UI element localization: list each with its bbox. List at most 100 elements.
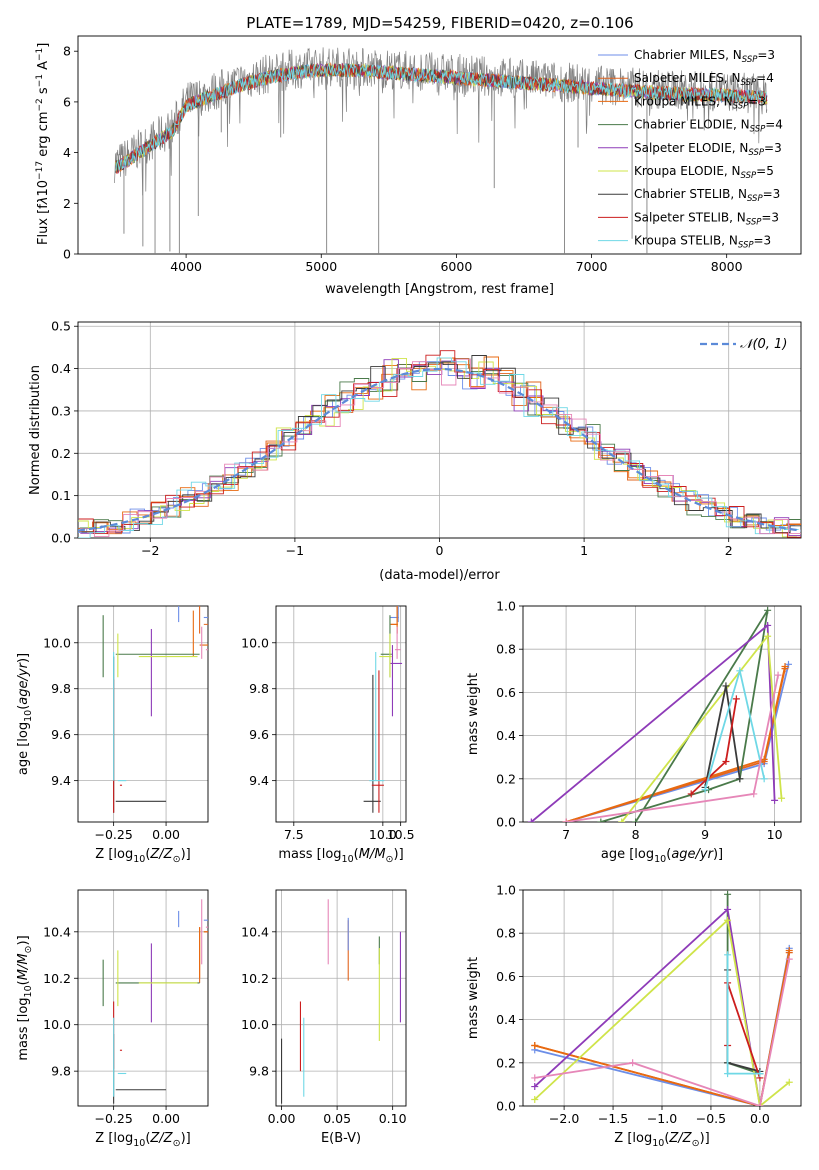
- legend-label: Chabrier STELIB, NSSP=3: [634, 187, 780, 204]
- weights_vs_Z-series: [531, 890, 793, 1106]
- histogram-chabrier-miles: [78, 361, 796, 534]
- x-tick-label: 0.00: [268, 1111, 296, 1126]
- x-tick-label: −1: [286, 543, 304, 558]
- weight-marker: [750, 790, 758, 798]
- y-tick-label: 10.2: [43, 971, 71, 986]
- axes-frame: [275, 889, 407, 1107]
- legend-label: Chabrier ELODIE, NSSP=4: [634, 118, 783, 135]
- y-tick-label: 0.4: [496, 728, 516, 743]
- axes-frame: [77, 889, 209, 1107]
- x-tick-label: 7: [562, 827, 570, 842]
- y-tick-label: 1.0: [496, 883, 516, 898]
- y-tick-label: 0: [63, 247, 71, 262]
- x-tick-label: 0.00: [152, 827, 180, 842]
- mass_vs_EBV-points: [281, 899, 401, 1104]
- y-tick-label: 10.0: [241, 1017, 269, 1032]
- x-tick-label: −0.25: [94, 1111, 132, 1126]
- age_vs_Z-points: [102, 606, 208, 813]
- x-tick-label: 8000: [711, 259, 743, 274]
- figure-title: PLATE=1789, MJD=54259, FIBERID=0420, z=0…: [246, 14, 633, 32]
- spectrum-ylabel: Flux [fλ10−17 erg cm−2 s−1 A−1]: [35, 43, 51, 245]
- axes-frame: [77, 35, 802, 255]
- mass_vs_EBV-xlabel: E(B-V): [321, 1131, 361, 1146]
- y-tick-label: 0.3: [51, 403, 71, 418]
- spectrum-lines: [114, 47, 768, 254]
- x-tick-label: 0.10: [379, 1111, 407, 1126]
- spectrum-xlabel: wavelength [Angstrom, rest frame]: [325, 282, 554, 297]
- weight-marker: [531, 1096, 539, 1104]
- weights_vs_Z-ylabel: mass weight: [466, 957, 481, 1039]
- weights_vs_age-xlabel: age [log10(age/yr)]: [601, 847, 723, 865]
- x-tick-label: 6000: [440, 259, 472, 274]
- weight-line: [534, 958, 791, 1106]
- legend-label: Kroupa MILES, NSSP=3: [634, 94, 766, 111]
- y-tick-label: 1.0: [496, 599, 516, 614]
- y-tick-label: 0.2: [496, 1055, 516, 1070]
- weight-marker: [597, 818, 605, 822]
- x-tick-label: 1: [580, 543, 588, 558]
- histogram-salpeter-miles: [78, 358, 801, 535]
- legend-label: Kroupa ELODIE, NSSP=5: [634, 164, 774, 181]
- residuals-axes: −2 −1 0 1 2 0.0 0.1 0.2 0.3 0.4 0.5: [51, 319, 802, 558]
- histogram-bars: [78, 350, 801, 538]
- y-tick-label: 10.2: [241, 971, 269, 986]
- y-tick-label: 10.0: [43, 1017, 71, 1032]
- mass_vs_Z-ylabel: mass [log10(M/M⊙)]: [16, 935, 34, 1060]
- x-tick-label: −0.5: [696, 1111, 726, 1126]
- x-tick-label: 5000: [305, 259, 337, 274]
- y-tick-label: 9.8: [249, 681, 269, 696]
- weight-marker: [531, 1074, 539, 1082]
- x-tick-label: 0.00: [152, 1111, 180, 1126]
- weight-marker: [756, 1102, 764, 1106]
- weight-marker: [756, 1070, 764, 1078]
- weight-marker: [722, 758, 730, 766]
- weights_vs_Z-axes: −2.0 −1.5 −1.0 −0.5 0.0 0.0 0.2 0.4 0.6 0.8 1.0: [496, 883, 802, 1126]
- weight-line: [620, 633, 783, 822]
- weight-line: [726, 969, 761, 1073]
- weights_vs_Z-xlabel: Z [log10(Z/Z⊙)]: [614, 1131, 709, 1149]
- weight-marker: [531, 1042, 539, 1050]
- weight-marker: [785, 946, 793, 954]
- x-tick-label: −2.0: [549, 1111, 579, 1126]
- y-tick-label: 0.8: [496, 642, 516, 657]
- x-tick-label: 0.05: [323, 1111, 351, 1126]
- y-tick-label: 10.4: [241, 924, 269, 939]
- weight-marker: [778, 794, 786, 802]
- y-tick-label: 0.2: [51, 446, 71, 461]
- x-tick-label: 0: [436, 543, 444, 558]
- weight-marker: [760, 755, 768, 763]
- weight-marker: [764, 606, 772, 614]
- axes-frame: [522, 605, 802, 823]
- x-tick-label: 10.5: [387, 827, 415, 842]
- age_vs_Z-xlabel: Z [log10(Z/Z⊙)]: [95, 847, 190, 865]
- mass_vs_EBV-axes: 0.00 0.05 0.10 9.8 10.0 10.2 10.4: [241, 889, 407, 1126]
- y-tick-label: 10.0: [241, 635, 269, 650]
- y-tick-label: 9.6: [51, 727, 71, 742]
- legend-label: Chabrier MILES, NSSP=3: [634, 48, 775, 65]
- weight-marker: [531, 1083, 539, 1091]
- y-tick-label: 0.4: [51, 361, 71, 376]
- y-tick-label: 9.8: [249, 1064, 269, 1079]
- normal-curve: [78, 367, 801, 532]
- weight-marker: [724, 951, 732, 959]
- weight-marker: [618, 818, 626, 822]
- y-tick-label: 0.6: [496, 969, 516, 984]
- x-tick-label: 7.5: [284, 827, 304, 842]
- weights_vs_age-series: [527, 606, 792, 822]
- weight-marker: [629, 1059, 637, 1067]
- histogram-kroupa-miles: [79, 356, 801, 533]
- weight-marker: [774, 671, 782, 679]
- x-tick-label: 9: [701, 827, 709, 842]
- y-tick-label: 0.1: [51, 488, 71, 503]
- weight-marker: [724, 890, 732, 898]
- mass_vs_Z-axes: −0.25 0.00 9.8 10.0 10.2 10.4: [43, 889, 209, 1126]
- weight-line: [600, 609, 769, 822]
- y-tick-label: 9.4: [249, 773, 269, 788]
- weight-marker: [724, 1070, 732, 1078]
- weight-marker: [724, 905, 732, 913]
- histogram-salpeter-stelib: [78, 350, 801, 538]
- legend-label: 𝒩(0, 1): [740, 337, 787, 352]
- legend-label: Salpeter STELIB, NSSP=3: [634, 210, 779, 227]
- weight-marker: [722, 682, 730, 690]
- y-tick-label: 9.6: [249, 727, 269, 742]
